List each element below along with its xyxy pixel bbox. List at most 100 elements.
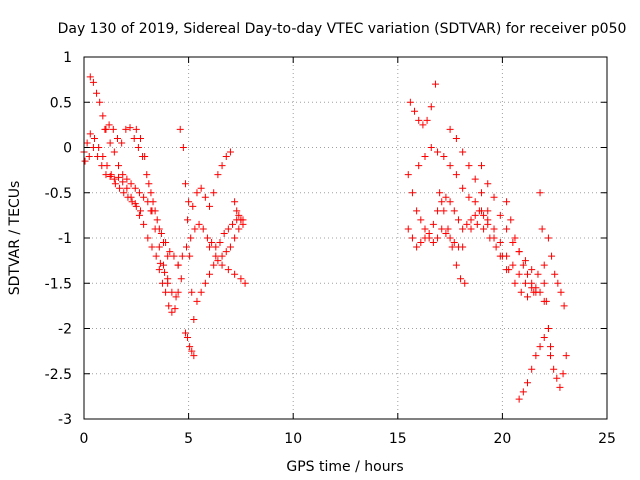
data-series — [185, 148, 234, 210]
data-point — [427, 103, 435, 111]
data-point — [119, 178, 127, 186]
data-point — [452, 261, 460, 269]
data-point — [165, 302, 173, 310]
data-series — [404, 193, 492, 251]
data-point — [448, 243, 456, 251]
data-point — [199, 225, 207, 233]
chart-title: Day 130 of 2019, Sidereal Day-to-day VTE… — [58, 21, 627, 37]
data-point — [415, 162, 423, 170]
data-point — [86, 73, 94, 81]
data-point — [524, 293, 532, 301]
data-series — [231, 198, 247, 228]
data-point — [484, 220, 492, 228]
data-point — [434, 234, 442, 242]
data-series — [415, 144, 511, 274]
data-point — [224, 225, 232, 233]
data-point — [440, 207, 448, 215]
data-point — [231, 198, 239, 206]
data-point — [417, 216, 425, 224]
data-series — [477, 162, 548, 287]
data-point — [404, 225, 412, 233]
data-point — [110, 175, 118, 183]
data-point — [189, 202, 197, 210]
data-point — [122, 125, 130, 133]
data-point — [229, 220, 237, 228]
y-tick-label: -1 — [58, 231, 72, 247]
data-series — [547, 352, 570, 391]
data-point — [446, 125, 454, 133]
data-point — [446, 162, 454, 170]
grid-lines — [84, 57, 607, 419]
y-tick-label: 0.5 — [50, 95, 72, 111]
data-point — [536, 343, 544, 351]
data-point — [459, 148, 467, 156]
data-point — [181, 180, 189, 188]
y-tick-label: -3 — [58, 412, 72, 428]
data-point — [98, 162, 106, 170]
data-point — [193, 297, 201, 305]
data-point — [130, 134, 138, 142]
data-point — [413, 207, 421, 215]
y-tick-label: -0.5 — [45, 186, 72, 202]
data-point — [515, 395, 523, 403]
y-tick-labels: -3 -2.5 -2 -1.5 -1 -0.5 0 0.5 1 — [45, 50, 72, 428]
data-point — [507, 216, 515, 224]
data-point — [147, 207, 155, 215]
data-point — [212, 243, 220, 251]
data-point — [181, 329, 189, 337]
y-tick-label: 1 — [63, 50, 72, 66]
data-point — [140, 193, 148, 201]
data-point — [179, 144, 187, 151]
data-point — [492, 243, 500, 251]
data-point — [201, 193, 209, 201]
data-point — [157, 229, 165, 237]
data-point — [511, 234, 519, 242]
data-point — [216, 239, 224, 247]
data-point — [162, 239, 170, 247]
data-point — [206, 202, 214, 210]
data-point — [159, 261, 167, 269]
data-point — [220, 229, 228, 237]
data-point — [158, 279, 166, 287]
data-series — [86, 73, 172, 283]
data-point — [560, 302, 568, 310]
data-point — [174, 261, 182, 269]
data-series — [406, 80, 439, 129]
data-point — [547, 343, 555, 351]
data-point — [113, 134, 121, 142]
data-point — [210, 261, 218, 269]
data-point — [544, 325, 552, 332]
data-point — [132, 202, 140, 210]
data-point — [123, 175, 131, 183]
data-point — [421, 153, 429, 161]
data-series — [155, 266, 185, 316]
data-point — [503, 225, 511, 233]
data-point — [540, 261, 548, 269]
data-point — [521, 257, 529, 265]
data-point — [427, 144, 435, 151]
data-point — [235, 225, 243, 233]
data-point — [184, 216, 192, 224]
data-point — [218, 261, 226, 269]
data-point — [471, 211, 479, 219]
data-point — [553, 374, 561, 382]
data-point — [86, 130, 94, 138]
data-point — [241, 279, 249, 287]
data-point — [530, 288, 538, 296]
data-point — [532, 352, 540, 360]
y-tick-label: -1.5 — [45, 276, 72, 292]
data-series — [503, 198, 548, 305]
data-point — [471, 175, 479, 183]
data-point — [178, 252, 186, 260]
data-point — [190, 315, 198, 323]
data-point — [164, 252, 172, 260]
data-point — [536, 288, 544, 296]
data-point — [559, 370, 567, 378]
data-point — [136, 207, 144, 215]
data-point — [540, 279, 548, 287]
data-series — [467, 220, 538, 301]
data-series — [176, 125, 198, 323]
data-point — [406, 98, 414, 106]
data-point — [477, 162, 485, 170]
data-point — [515, 270, 523, 278]
